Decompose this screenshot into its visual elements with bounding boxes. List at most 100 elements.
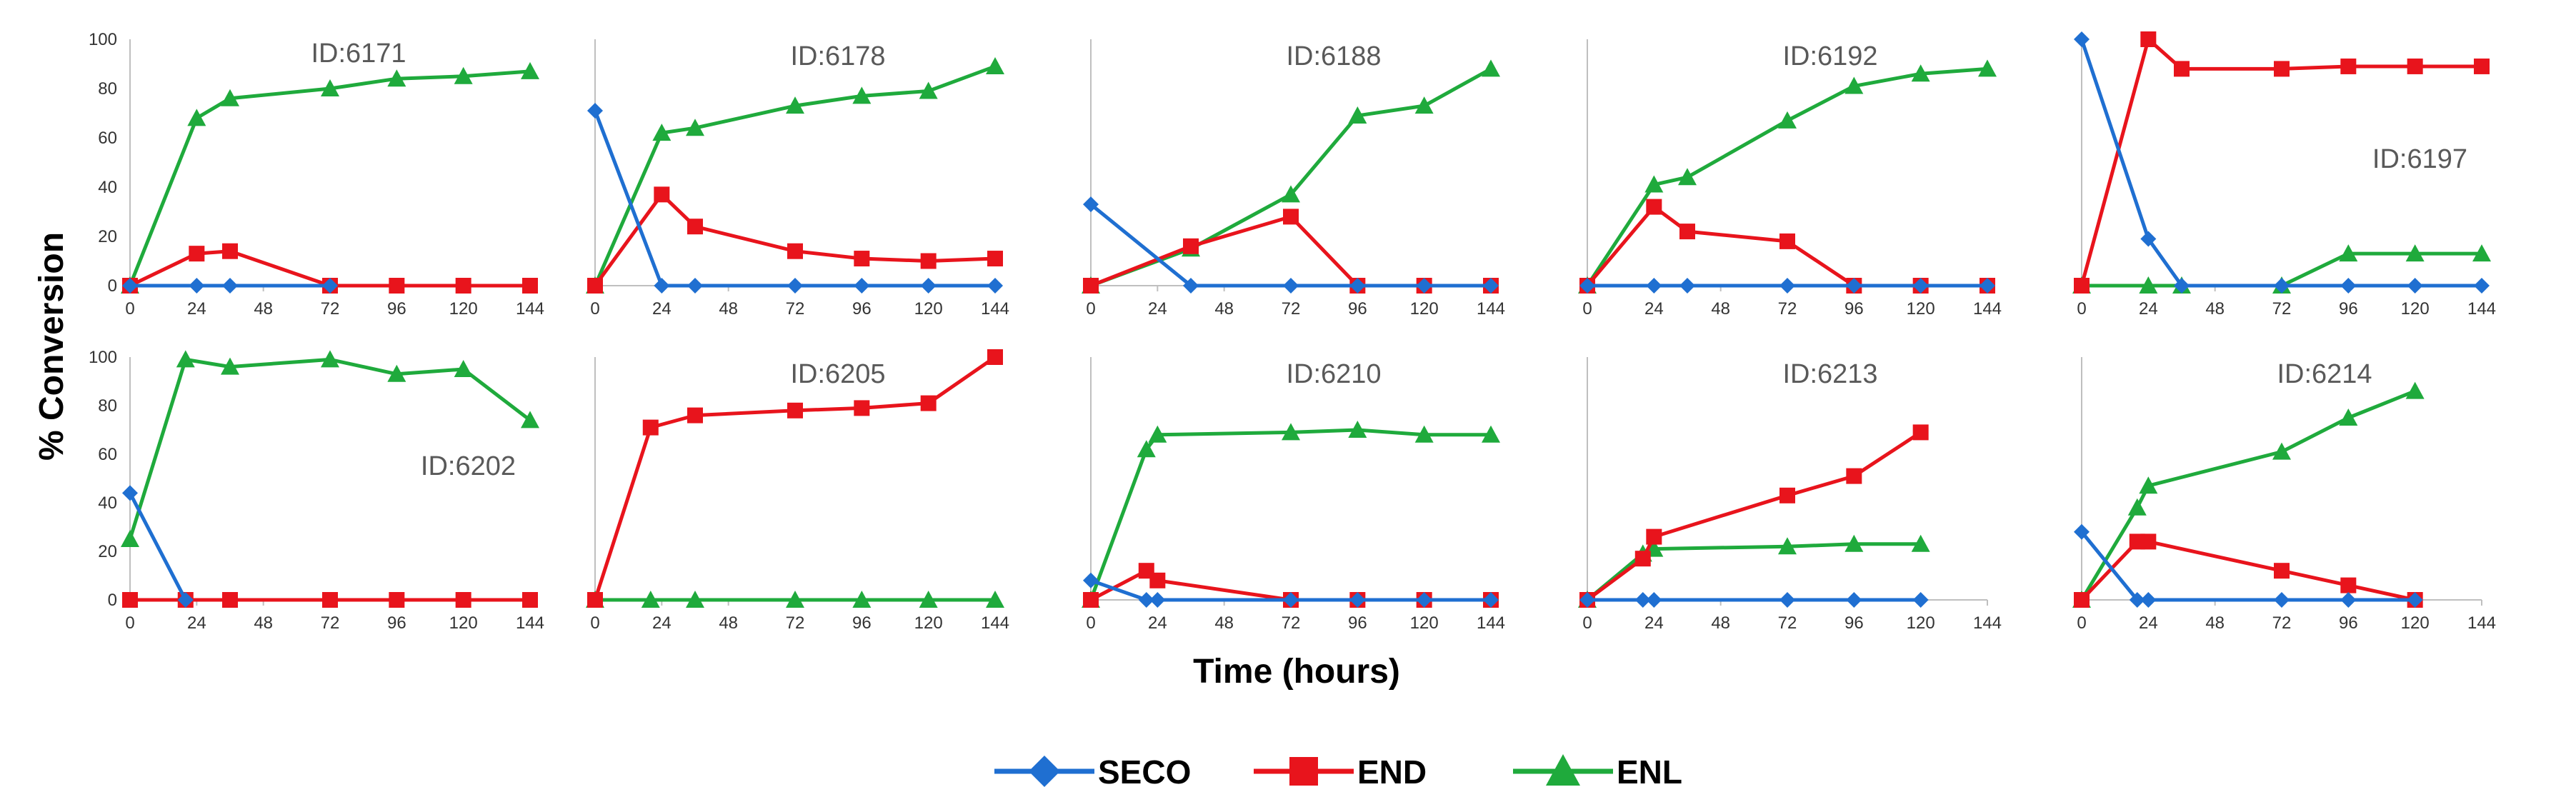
y-tick-label: 80: [98, 396, 117, 416]
panel-title: ID:6188: [1286, 41, 1381, 71]
series-line-end: [593, 355, 997, 601]
legend-item-seco: SECO: [994, 753, 1191, 791]
data-point-enl: [686, 591, 704, 608]
data-point-seco: [1138, 592, 1154, 608]
data-point-end: [2407, 58, 2423, 74]
data-point-seco: [1912, 278, 1929, 294]
x-tick-label: 0: [1086, 299, 1095, 319]
data-point-enl: [2405, 381, 2425, 399]
x-tick-label: 72: [1778, 613, 1797, 633]
x-tick-label: 144: [981, 299, 1009, 319]
panel-id-6214: 0 24 48 72 96 120 144 ID:6214: [2072, 357, 2496, 633]
x-tick-label: 72: [1778, 299, 1797, 319]
data-point-seco: [1579, 592, 1595, 608]
x-tick-label: 24: [1148, 299, 1167, 319]
data-point-end: [1283, 209, 1299, 225]
data-point-enl: [1137, 440, 1156, 458]
data-point-seco: [2274, 278, 2290, 294]
data-point-end: [2140, 31, 2157, 47]
data-point-end: [1183, 238, 1199, 254]
data-point-enl: [121, 530, 139, 547]
panel-id-6171: 0 20 40 60 80 100 0 24 48 72 96 120 144 ID:6171: [89, 30, 544, 319]
data-point-seco: [2074, 523, 2090, 540]
data-point-seco: [1183, 278, 1199, 294]
legend-marker: [1546, 754, 1580, 786]
data-point-end: [2074, 278, 2090, 294]
data-point-end: [1083, 592, 1099, 608]
x-tick-label: 144: [2467, 299, 2496, 319]
data-point-end: [2340, 577, 2357, 593]
panel-title: ID:6214: [2277, 359, 2372, 389]
panel-id-6192: 0 24 48 72 96 120 144 ID:6192: [1578, 39, 2002, 319]
data-point-seco: [787, 278, 803, 294]
x-tick-label: 48: [2205, 299, 2225, 319]
data-point-end: [854, 400, 870, 416]
legend-label: ENL: [1617, 753, 1682, 791]
data-point-enl: [686, 119, 704, 136]
data-point-enl: [2339, 408, 2358, 426]
data-point-seco: [322, 278, 338, 294]
data-point-end: [587, 592, 603, 608]
data-point-end: [122, 592, 138, 608]
data-point-end: [2274, 61, 2290, 77]
panel-id-6210: 0 24 48 72 96 120 144 ID:6210: [1082, 357, 1505, 633]
data-point-enl: [221, 357, 239, 375]
data-point-enl: [221, 89, 239, 106]
data-point-seco: [189, 278, 205, 294]
panel-id-6213: 0 24 48 72 96 120 144 ID:6213: [1578, 357, 2002, 633]
x-tick-label: 96: [1348, 613, 1367, 633]
data-point-seco: [1283, 592, 1299, 608]
data-point-end: [787, 243, 803, 259]
panel-title: ID:6178: [790, 41, 885, 71]
x-tick-label: 48: [254, 613, 273, 633]
x-tick-label: 96: [387, 613, 406, 633]
data-point-enl: [786, 96, 804, 114]
x-tick-label: 72: [2272, 613, 2292, 633]
data-point-end: [1634, 551, 1651, 567]
data-point-seco: [2340, 278, 2357, 294]
x-tick-label: 0: [125, 613, 134, 633]
data-point-enl: [2139, 276, 2158, 294]
data-point-end: [987, 349, 1003, 365]
data-point-enl: [1844, 76, 1864, 94]
data-point-seco: [2074, 31, 2090, 47]
data-point-enl: [2127, 498, 2147, 516]
x-tick-label: 120: [2401, 299, 2430, 319]
x-tick-label: 144: [1973, 299, 2002, 319]
x-tick-label: 144: [1477, 613, 1505, 633]
panel-title: ID:6202: [421, 451, 516, 481]
data-point-enl: [2339, 244, 2358, 262]
data-point-end: [2274, 563, 2290, 579]
data-point-seco: [854, 278, 870, 294]
data-point-enl: [2272, 442, 2291, 460]
x-tick-label: 48: [1214, 299, 1234, 319]
y-tick-label: 20: [98, 227, 117, 246]
x-tick-label: 72: [321, 613, 340, 633]
data-point-seco: [2140, 592, 2157, 608]
panel-title: ID:6171: [311, 39, 406, 69]
data-point-end: [1779, 233, 1795, 249]
data-point-seco: [122, 485, 138, 501]
data-point-end: [389, 592, 405, 608]
x-tick-label: 144: [1973, 613, 2002, 633]
data-point-seco: [222, 278, 238, 294]
x-tick-label: 96: [1348, 299, 1367, 319]
data-point-end: [654, 186, 670, 203]
x-tick-label: 0: [2077, 299, 2086, 319]
data-point-enl: [454, 66, 473, 84]
series-line-seco: [1089, 203, 1491, 288]
data-point-enl: [1911, 64, 1930, 82]
x-tick-label: 120: [1907, 613, 1935, 633]
data-point-seco: [1779, 592, 1795, 608]
data-point-enl: [1348, 421, 1367, 438]
series-line-enl: [2080, 389, 2416, 601]
data-point-end: [2140, 533, 2157, 550]
data-point-enl: [852, 591, 872, 608]
data-point-seco: [1083, 572, 1099, 588]
x-tick-label: 72: [321, 299, 340, 319]
series-line-enl: [1585, 66, 1988, 287]
data-point-enl: [1778, 537, 1797, 555]
data-point-enl: [321, 79, 339, 96]
x-tick-label: 0: [1582, 299, 1592, 319]
